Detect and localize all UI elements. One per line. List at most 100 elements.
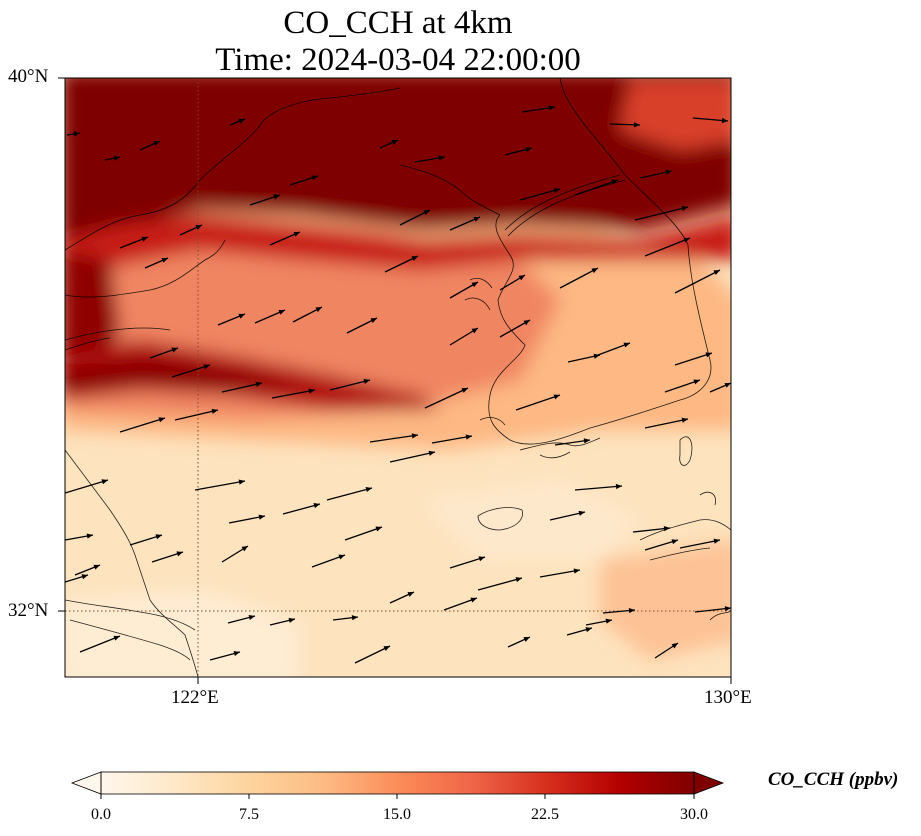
wind-arrow-head bbox=[73, 131, 80, 137]
wind-arrow bbox=[574, 485, 623, 491]
wind-arrow-head bbox=[308, 388, 315, 394]
wind-arrow-head bbox=[681, 417, 688, 423]
coastlines bbox=[65, 78, 731, 677]
wind-arrow-head bbox=[375, 526, 382, 532]
wind-arrow bbox=[354, 645, 391, 664]
wind-arrow-head bbox=[273, 194, 280, 200]
chart-title: CO_CCH at 4km bbox=[283, 5, 513, 41]
wind-arrow-head bbox=[411, 256, 418, 261]
wind-arrow-head bbox=[615, 483, 622, 490]
wind-arrow-head bbox=[383, 646, 390, 651]
wind-arrow-head bbox=[407, 592, 414, 597]
colorbar-tick-label: 22.5 bbox=[531, 806, 559, 823]
wind-arrow-head bbox=[713, 270, 720, 276]
colorbar-tick-label: 7.5 bbox=[239, 806, 259, 823]
wind-arrow-head bbox=[238, 479, 245, 485]
wind-arrow-head bbox=[628, 607, 635, 614]
wind-arrow bbox=[519, 188, 561, 201]
wind-arrow-head bbox=[158, 417, 165, 423]
wind-arrow-head bbox=[470, 597, 477, 603]
wind-arrow-head bbox=[578, 510, 585, 516]
wind-arrow bbox=[369, 434, 419, 443]
wind-arrow-head bbox=[255, 381, 262, 387]
wind-arrow-head bbox=[161, 258, 168, 263]
wind-arrow-head bbox=[605, 618, 612, 624]
wind-arrow-head bbox=[411, 433, 418, 439]
wind-arrow-head bbox=[203, 364, 210, 370]
wind-arrow bbox=[477, 577, 523, 591]
wind-arrow-head bbox=[238, 313, 245, 319]
colorbar-tick-label: 30.0 bbox=[680, 806, 708, 823]
wind-arrow-head bbox=[478, 556, 485, 562]
wind-arrow-head bbox=[278, 310, 285, 315]
map-frame bbox=[64, 77, 732, 678]
wind-arrow-head bbox=[515, 577, 522, 583]
wind-arrow bbox=[329, 379, 371, 391]
wind-arrow-head bbox=[623, 342, 630, 348]
wind-arrow-head bbox=[233, 651, 240, 657]
wind-arrow-head bbox=[681, 205, 688, 211]
wind-arrow bbox=[634, 206, 689, 221]
wind-arrow-head bbox=[705, 352, 712, 358]
wind-arrow-head bbox=[633, 122, 640, 128]
wind-arrow bbox=[574, 179, 619, 196]
wind-arrow bbox=[539, 569, 581, 578]
wind-arrow bbox=[694, 607, 731, 613]
wind-arrow-head bbox=[671, 539, 678, 545]
wind-arrow bbox=[228, 515, 266, 524]
wind-arrow-head bbox=[313, 503, 320, 509]
wind-arrow bbox=[271, 389, 316, 399]
wind-arrow-head bbox=[523, 637, 530, 642]
wind-arrow bbox=[515, 394, 561, 411]
wind-arrow-head bbox=[176, 551, 183, 557]
wind-arrow bbox=[384, 255, 419, 273]
wind-arrow-head bbox=[518, 275, 525, 281]
wind-arrow-head bbox=[258, 514, 265, 520]
wind-arrow bbox=[559, 267, 599, 289]
wind-arrow bbox=[174, 409, 219, 421]
wind-arrow bbox=[449, 556, 486, 569]
colorbar-extend-max bbox=[693, 771, 725, 795]
wind-arrow-head bbox=[724, 382, 731, 388]
wind-arrow-head bbox=[211, 408, 218, 414]
wind-arrow-head bbox=[438, 155, 445, 161]
wind-arrow bbox=[431, 435, 473, 444]
wind-arrow bbox=[679, 539, 721, 549]
wind-arrow-head bbox=[471, 328, 478, 334]
wind-arrow-head bbox=[141, 236, 148, 242]
wind-arrow-head bbox=[583, 438, 590, 444]
wind-arrow-head bbox=[171, 347, 178, 353]
wind-arrow bbox=[65, 479, 109, 494]
wind-arrow-head bbox=[315, 307, 322, 313]
wind-arrow bbox=[674, 352, 713, 366]
wind-arrow bbox=[424, 387, 469, 409]
colorbar-tick-label: 0.0 bbox=[91, 806, 111, 823]
wind-arrow-head bbox=[370, 318, 377, 324]
wind-arrow bbox=[389, 451, 436, 463]
concentration-field bbox=[65, 78, 731, 677]
wind-arrow-head bbox=[465, 434, 472, 440]
wind-arrow-head bbox=[153, 141, 160, 146]
wind-arrow bbox=[171, 364, 211, 378]
wind-arrow-head bbox=[288, 617, 295, 623]
wind-arrow-head bbox=[363, 378, 370, 384]
wind-arrow bbox=[644, 418, 689, 429]
wind-arrow bbox=[194, 480, 246, 491]
wind-arrow-head bbox=[113, 155, 120, 161]
wind-arrow-head bbox=[553, 188, 560, 194]
lon-label-122e: 122°E bbox=[171, 687, 219, 708]
wind-arrow bbox=[326, 487, 373, 501]
wind-arrow bbox=[119, 417, 166, 433]
wind-arrow bbox=[644, 237, 691, 257]
wind-arrow-head bbox=[241, 546, 248, 552]
colorbar-extend-min bbox=[70, 771, 102, 795]
lon-label-130e: 130°E bbox=[704, 687, 752, 708]
wind-arrow-head bbox=[693, 379, 700, 385]
wind-arrow bbox=[79, 635, 121, 653]
wind-arrow-head bbox=[724, 606, 731, 612]
wind-arrow-head bbox=[591, 268, 598, 274]
wind-arrow-head bbox=[663, 526, 670, 532]
wind-arrow-head bbox=[721, 117, 728, 124]
wind-arrow-head bbox=[101, 479, 108, 485]
